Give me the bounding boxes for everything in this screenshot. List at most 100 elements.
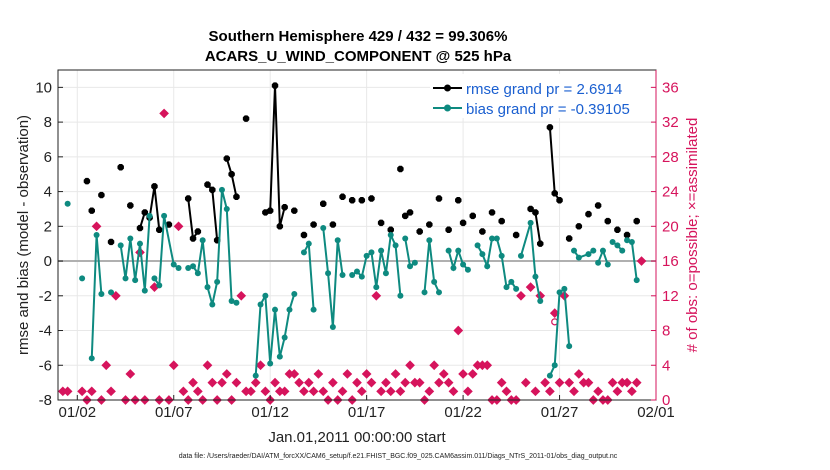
bias-point (281, 334, 288, 341)
obs-assimilated-marker (337, 386, 348, 397)
bias-point (590, 247, 597, 254)
bias-point (498, 252, 505, 259)
rmse-point (88, 207, 95, 214)
rmse-series-line (265, 85, 286, 227)
obs-assimilated-marker (443, 377, 454, 388)
y-axis-ticks: -8 -6 -4 -2 0 2 4 6 8 10 (35, 79, 63, 409)
rmse-point (266, 207, 274, 214)
y-tick-label: 0 (44, 253, 52, 270)
rmse-series-line (548, 127, 561, 201)
bias-point (170, 261, 177, 268)
bias-point (633, 277, 640, 284)
obs-assimilated-marker (352, 377, 362, 388)
y-tick-label: -8 (39, 392, 52, 409)
bias-point (291, 291, 298, 298)
bias-point (358, 273, 365, 280)
y-tick-label: 8 (44, 114, 52, 131)
rmse-point (204, 181, 211, 188)
obs-assimilated-marker (260, 386, 271, 397)
right-y-tick-label: 20 (662, 218, 679, 235)
obs-assimilated-marker (328, 377, 338, 388)
bias-point (474, 242, 481, 249)
obs-assimilated-marker (414, 377, 425, 388)
bias-point (300, 249, 307, 256)
bias-point (484, 263, 491, 270)
rmse-point (98, 191, 105, 199)
obs-assimilated-marker (573, 369, 584, 379)
y-tick-label: 4 (44, 184, 52, 201)
obs-assimilated-marker (313, 369, 324, 379)
x-axis-ticks: 01/02 01/07 01/12 01/17 01/22 01/27 02/01 (59, 395, 675, 421)
bias-point (175, 265, 182, 271)
bias-point (566, 343, 573, 350)
bias-point (561, 285, 568, 292)
obs-assimilated-marker (299, 386, 309, 397)
bias-point (190, 263, 197, 270)
bias-point (378, 247, 385, 254)
y-tick-label: 10 (35, 79, 52, 96)
bias-point (604, 261, 611, 268)
obs-assimilated-marker (530, 386, 541, 397)
bias-point (551, 362, 558, 369)
rmse-point (276, 223, 284, 230)
obs-assimilated-marker (250, 377, 261, 388)
bias-point (546, 372, 553, 379)
rmse-point (368, 195, 375, 202)
obs-assimilated-marker (193, 386, 203, 397)
obs-assimilated-marker (246, 386, 256, 397)
bias-point (132, 277, 139, 284)
obs-assimilated-marker (178, 386, 189, 397)
bias-point (532, 273, 539, 280)
rmse-point (271, 82, 279, 89)
obs-assimilated-marker (111, 290, 121, 301)
rmse-point (291, 207, 298, 214)
obs-assimilated-marker (173, 221, 184, 232)
obs-assimilated-marker (458, 369, 468, 379)
rmse-point (209, 186, 216, 194)
legend-rmse-label: rmse grand pr = 2.6914 (466, 81, 622, 98)
obs-assimilated-marker (520, 377, 531, 388)
bias-point (411, 259, 418, 266)
bias-point (233, 299, 240, 306)
bias-point (354, 268, 360, 275)
bias-point (286, 306, 293, 313)
rmse-point (614, 226, 621, 234)
rmse-point (165, 221, 173, 228)
x-axis-label: Jan.01,2011 00:00:00 start (268, 429, 446, 446)
obs-assimilated-marker (496, 377, 507, 388)
bias-point (329, 324, 336, 331)
obs-assimilated-marker (371, 290, 382, 301)
obs-assimilated-marker (279, 386, 290, 397)
bias-point (513, 285, 520, 292)
right-y-tick-label: 8 (662, 323, 670, 340)
obs-assimilated-marker (448, 386, 459, 397)
rmse-point (136, 224, 144, 232)
obs-assimilated-marker (453, 325, 464, 336)
bias-point (93, 232, 100, 238)
bias-point (493, 235, 500, 242)
y-tick-label: -6 (39, 357, 52, 374)
bias-point (267, 360, 274, 367)
legend-bias-marker (444, 104, 451, 112)
legend-bias-label: bias grand pr = -0.39105 (466, 101, 630, 118)
right-y-tick-label: 4 (662, 357, 670, 374)
bias-point (455, 247, 462, 254)
obs-assimilated-marker (217, 377, 227, 388)
obs-assimilated-marker (545, 386, 555, 397)
bias-point (628, 238, 635, 245)
bias-point (537, 298, 544, 304)
x-tick-label: 01/12 (251, 404, 289, 421)
obs-assimilated-marker (607, 377, 618, 388)
rmse-point (223, 155, 231, 162)
rmse-series-line (225, 158, 238, 197)
rmse-point (339, 193, 346, 201)
bias-point (508, 278, 515, 285)
bias-point (571, 247, 578, 254)
obs-assimilated-marker (91, 221, 102, 232)
obs-assimilated-marker (361, 369, 372, 379)
y-tick-label: -2 (39, 288, 52, 305)
bias-point (228, 298, 235, 304)
bias-point (349, 271, 356, 278)
obs-assimilated-marker (289, 369, 300, 379)
rmse-point (184, 195, 192, 202)
